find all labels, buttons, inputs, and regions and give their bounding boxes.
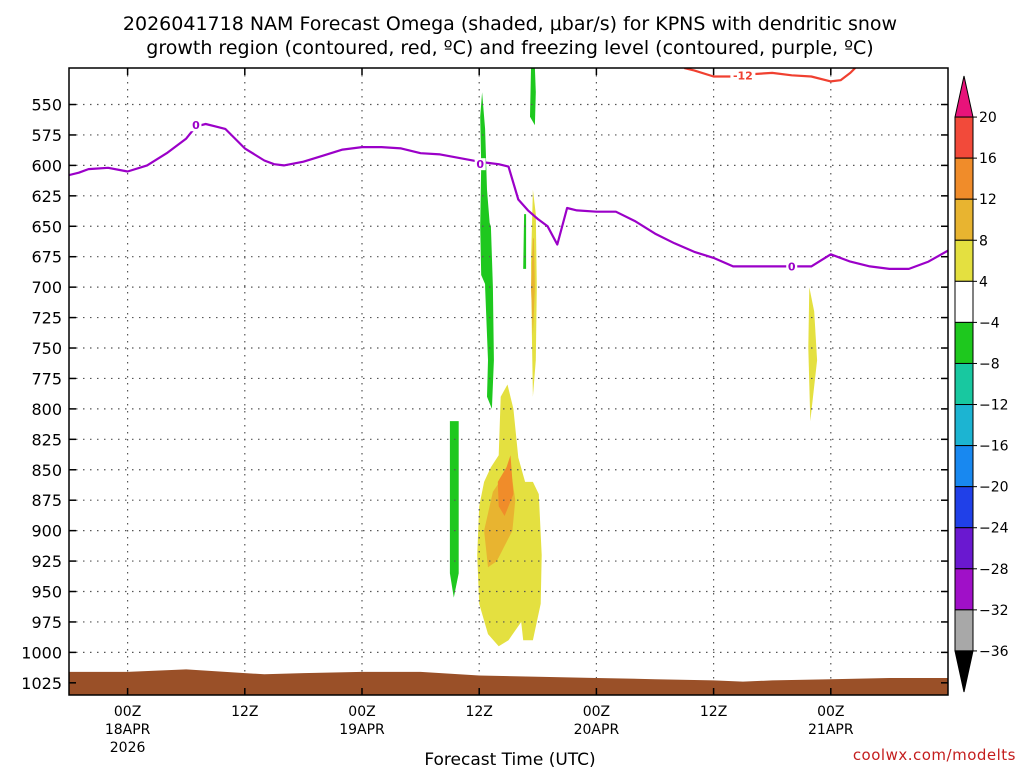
x-axis-label: Forecast Time (UTC) xyxy=(424,750,595,768)
colorbar-tick-label: 4 xyxy=(979,274,988,290)
colorbar-box xyxy=(954,404,974,447)
plot-content: 0 0 0 -12 xyxy=(69,68,948,695)
omega-region-1 xyxy=(485,214,494,409)
plot-frame xyxy=(68,67,949,696)
freezing-level-contour-label: 0 xyxy=(476,158,484,171)
colorbar-tick-label: −4 xyxy=(979,315,1000,331)
colorbar-box xyxy=(954,568,974,611)
dgz-contour-label: -12 xyxy=(733,69,753,82)
freezing-level-contour xyxy=(69,122,948,270)
y-tick-label: 775 xyxy=(31,369,62,388)
omega-region-4 xyxy=(523,214,527,269)
y-tick-label: 750 xyxy=(31,339,62,358)
colorbar-tick-label: 20 xyxy=(979,110,997,126)
colorbar-box xyxy=(954,609,974,652)
y-tick-label: 900 xyxy=(31,522,62,541)
axes: 550 575 600 625 650 675 700 725 750 775 800 825 850 8… xyxy=(21,67,949,756)
y-tick-label: 675 xyxy=(31,248,62,267)
colorbar-tick-label: −16 xyxy=(979,439,1009,455)
x-tick-label: 00Z xyxy=(817,704,844,720)
y-tick-label: 600 xyxy=(31,156,62,175)
omega-region-10 xyxy=(497,455,514,516)
colorbar-tick-label: −20 xyxy=(979,480,1009,496)
dgz-contour-label-bg xyxy=(730,69,756,82)
colorbar-tick-label: 12 xyxy=(979,192,997,208)
x-tick-label: 12Z xyxy=(465,704,492,720)
y-tick-label: 950 xyxy=(31,583,62,602)
x-tick-label: 12Z xyxy=(700,704,727,720)
y-tick-label: 800 xyxy=(31,400,62,419)
colorbar-box xyxy=(954,280,974,323)
colorbar-box xyxy=(954,362,974,406)
x-tick-label: 00Z xyxy=(583,704,610,720)
x-tick-year: 2026 xyxy=(110,740,146,756)
chart-title-line2: growth region (contoured, red, ºC) and f… xyxy=(146,37,873,59)
omega-region-9 xyxy=(531,238,535,336)
terrain-fill xyxy=(69,669,948,695)
colorbar-bottom-arrow xyxy=(954,650,974,693)
colorbar-tick-label: 16 xyxy=(979,151,997,167)
y-tick-label: 575 xyxy=(31,126,62,145)
plot-area: 0 0 0 -12 xyxy=(69,68,948,695)
freezing-level-contour-label: 0 xyxy=(192,119,200,132)
x-tick-date: 19APR xyxy=(339,722,385,738)
omega-region-2 xyxy=(530,68,536,126)
credit-text: coolwx.com/modelts xyxy=(853,746,1016,764)
y-tick-label: 825 xyxy=(31,430,62,449)
colorbar-tick-label: −32 xyxy=(979,603,1009,619)
chart-title-line1: 2026041718 NAM Forecast Omega (shaded, μ… xyxy=(123,13,897,35)
colorbar-box xyxy=(954,527,974,570)
x-tick-label: 00Z xyxy=(114,704,141,720)
freezing-level-contour-label-bg xyxy=(190,119,202,132)
colorbar-box xyxy=(954,486,974,529)
x-tick-date: 20APR xyxy=(574,722,620,738)
y-tick-label: 1025 xyxy=(21,674,62,693)
colorbar-tick-label: −12 xyxy=(979,398,1009,414)
colorbar-box xyxy=(954,239,974,282)
omega-region-3 xyxy=(449,421,459,598)
dgz-contour xyxy=(684,68,856,83)
x-tick-date: 18APR xyxy=(105,722,151,738)
colorbar-tick-label: −24 xyxy=(979,521,1009,537)
y-tick-label: 975 xyxy=(31,613,62,632)
colorbar-tick-label: −36 xyxy=(979,644,1009,660)
y-tick-label: 625 xyxy=(31,187,62,206)
y-tick-label: 550 xyxy=(31,96,62,115)
colorbar-tick-label: −28 xyxy=(979,562,1009,578)
x-tick-label: 00Z xyxy=(348,704,375,720)
y-tick-label: 725 xyxy=(31,309,62,328)
y-tick-label: 925 xyxy=(31,552,62,571)
freezing-level-contour-label: 0 xyxy=(788,260,796,273)
y-tick-label: 700 xyxy=(31,278,62,297)
colorbar-tick-label: 8 xyxy=(979,233,988,249)
freezing-level-contour-label-bg xyxy=(474,158,486,171)
y-tick-label: 875 xyxy=(31,491,62,510)
y-tick-label: 850 xyxy=(31,461,62,480)
freezing-level-contour-label-bg xyxy=(786,260,798,273)
colorbar-box xyxy=(954,198,974,241)
x-tick-label: 12Z xyxy=(231,704,258,720)
colorbar-box xyxy=(954,157,974,200)
colorbar: 20 16 12 8 4 −4 −8 −12 −16 −20 −24 −28 −32 −36 xyxy=(954,75,1009,693)
y-tick-label: 650 xyxy=(31,217,62,236)
omega-region-7 xyxy=(808,287,818,422)
y-tick-label: 1000 xyxy=(21,643,62,662)
colorbar-box xyxy=(954,445,974,488)
colorbar-box xyxy=(954,116,974,159)
x-tick-date: 21APR xyxy=(808,722,854,738)
colorbar-tick-label: −8 xyxy=(979,356,1000,372)
colorbar-box xyxy=(954,321,974,364)
